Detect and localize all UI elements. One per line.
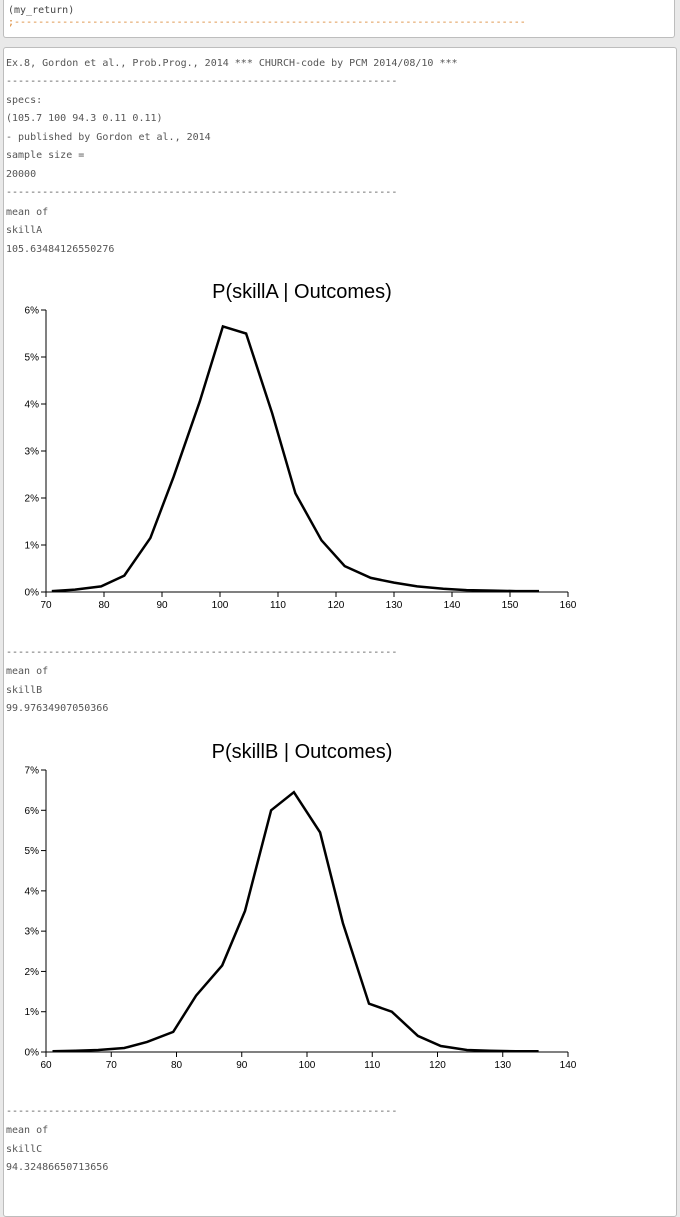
x-tick-label: 100 <box>212 600 229 611</box>
specs-label: specs: <box>6 95 43 106</box>
code-separator: ;---------------------------------------… <box>8 17 526 28</box>
x-tick-label: 110 <box>364 1060 380 1071</box>
mean-label: mean of <box>6 1125 49 1136</box>
y-tick-label: 6% <box>25 806 40 817</box>
separator-line: ----------------------------------------… <box>6 76 398 87</box>
separator-line: ----------------------------------------… <box>6 1106 398 1117</box>
x-tick-label: 120 <box>328 600 345 611</box>
x-tick-label: 80 <box>98 600 110 611</box>
series-line <box>51 324 539 593</box>
y-tick-label: 3% <box>25 447 40 458</box>
published-note: - published by Gordon et al., 2014 <box>6 132 211 143</box>
x-tick-label: 120 <box>429 1060 446 1071</box>
x-tick-label: 80 <box>171 1060 183 1071</box>
x-tick-label: 90 <box>156 600 168 611</box>
output-panel: Ex.8, Gordon et al., Prob.Prog., 2014 **… <box>3 47 677 1217</box>
y-tick-label: 2% <box>25 494 40 505</box>
y-tick-label: 0% <box>25 588 40 599</box>
y-tick-label: 2% <box>25 967 40 978</box>
x-tick-label: 130 <box>494 1060 511 1071</box>
specs-value: (105.7 100 94.3 0.11 0.11) <box>6 113 163 124</box>
x-tick-label: 60 <box>40 1060 52 1071</box>
y-tick-label: 1% <box>25 541 40 552</box>
variable-name: skillB <box>6 685 43 696</box>
y-tick-label: 5% <box>25 353 40 364</box>
y-tick-label: 3% <box>25 927 40 938</box>
x-tick-label: 90 <box>236 1060 248 1071</box>
y-tick-label: 7% <box>25 766 40 777</box>
y-tick-label: 0% <box>25 1048 40 1059</box>
code-line: (my_return) <box>8 5 75 16</box>
mean-label: mean of <box>6 666 49 677</box>
x-tick-label: 140 <box>560 1060 577 1071</box>
mean-value: 99.97634907050366 <box>6 703 109 714</box>
output-header: Ex.8, Gordon et al., Prob.Prog., 2014 **… <box>6 58 458 69</box>
sample-size-label: sample size = <box>6 150 85 161</box>
mean-label: mean of <box>6 207 49 218</box>
x-tick-label: 70 <box>40 600 52 611</box>
x-tick-label: 110 <box>270 600 286 611</box>
y-tick-label: 5% <box>25 846 40 857</box>
separator-line: ----------------------------------------… <box>6 647 398 658</box>
y-tick-label: 1% <box>25 1007 40 1018</box>
x-tick-label: 70 <box>106 1060 118 1071</box>
chart-title: P(skillA | Outcomes) <box>212 281 392 303</box>
chart-skillB: P(skillB | Outcomes) 0% 1% 2% 3% 4% 5% 6% 7% 60 70… <box>25 741 577 1071</box>
y-tick-label: 6% <box>25 306 40 317</box>
variable-name: skillA <box>6 225 43 236</box>
x-tick-label: 100 <box>299 1060 316 1071</box>
series-line <box>52 790 539 1053</box>
code-cell[interactable]: (my_return) ;---------------------------… <box>3 0 675 38</box>
x-tick-label: 150 <box>502 600 519 611</box>
sample-size-value: 20000 <box>6 169 37 180</box>
mean-value: 105.63484126550276 <box>6 244 115 255</box>
chart-skillA: P(skillA | Outcomes) 0% 1% 2% 3% 4% 5% 6% 70 80 90… <box>25 281 577 611</box>
x-tick-label: 130 <box>386 600 403 611</box>
chart-title: P(skillB | Outcomes) <box>212 741 393 763</box>
x-tick-label: 140 <box>444 600 461 611</box>
mean-value: 94.32486650713656 <box>6 1162 109 1173</box>
y-tick-label: 4% <box>25 400 40 411</box>
y-tick-label: 4% <box>25 886 40 897</box>
separator-line: ----------------------------------------… <box>6 187 398 198</box>
x-tick-label: 160 <box>560 600 577 611</box>
variable-name: skillC <box>6 1144 43 1155</box>
